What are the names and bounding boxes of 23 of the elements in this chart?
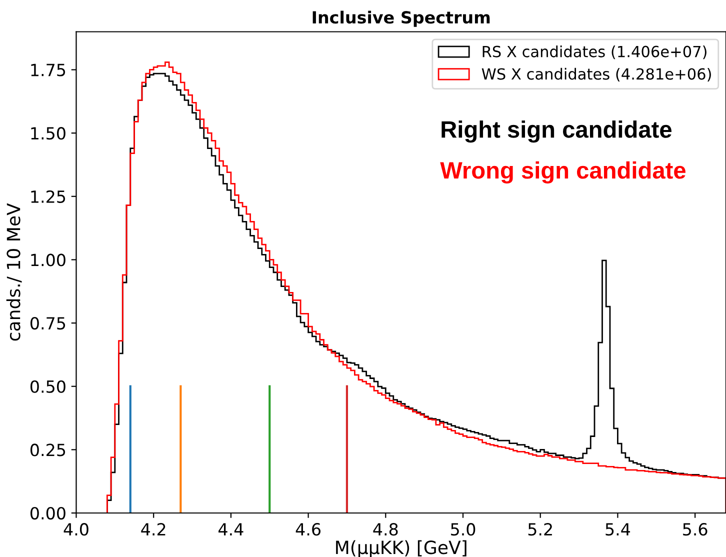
x-tick-label: 4.4 — [218, 523, 244, 536]
x-tick-label: 5.4 — [606, 523, 630, 536]
legend-label: WS X candidates (4.281e+06) — [482, 68, 711, 82]
y-tick-label: 0.75 — [30, 316, 66, 330]
y-tick-label: 1.00 — [31, 254, 66, 266]
annotation: Right sign candidate — [442, 120, 672, 143]
x-tick-label: 5.6 — [683, 523, 708, 536]
x-tick-label: 4.6 — [296, 523, 320, 536]
y-axis-title: cands./ 10 MeV — [6, 203, 22, 341]
y-tick-label: 1.75 — [31, 64, 66, 76]
annotation: Wrong sign candidate — [440, 161, 686, 184]
chart-title: Inclusive Spectrum — [312, 10, 490, 27]
x-tick-label: 4.2 — [141, 523, 166, 536]
y-tick-label: 0.50 — [30, 380, 66, 393]
y-tick-label: 1.25 — [31, 190, 66, 203]
x-tick-label: 5.2 — [528, 523, 552, 536]
x-tick-label: 4.8 — [373, 523, 398, 536]
y-tick-label: 0.00 — [30, 506, 66, 520]
legend-label: RS X candidates (1.406e+07) — [482, 46, 706, 60]
x-tick-label: 4.0 — [64, 523, 88, 536]
y-tick-label: 1.50 — [31, 127, 66, 140]
x-tick-label: 5.0 — [451, 523, 476, 536]
y-tick-label: 0.25 — [30, 444, 66, 456]
